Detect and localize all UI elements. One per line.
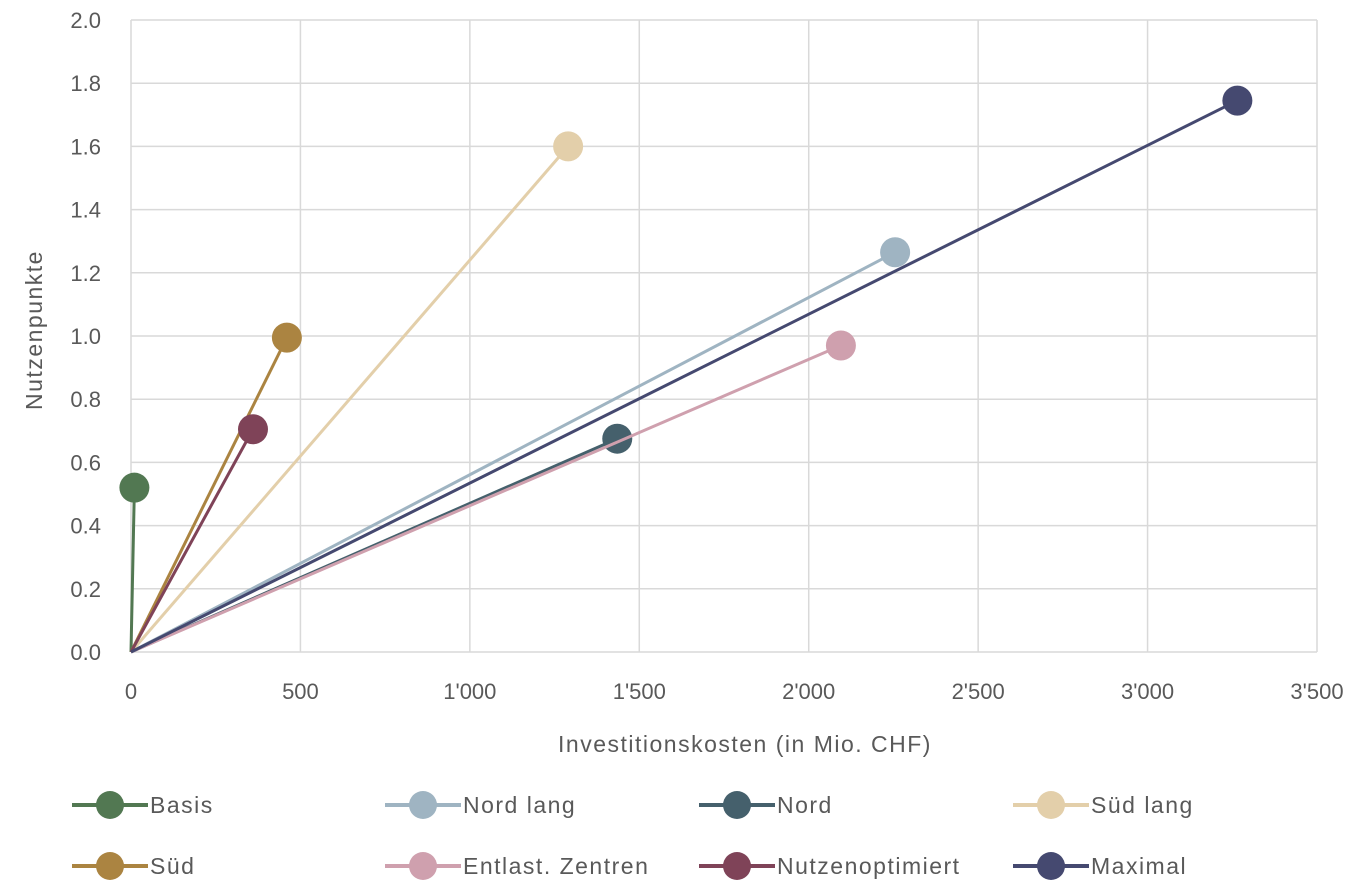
y-tick-label: 1.8 <box>70 71 101 96</box>
series-2 <box>130 423 633 654</box>
y-tick-label: 1.6 <box>70 134 101 159</box>
legend-marker <box>409 791 437 819</box>
series-0 <box>119 472 150 653</box>
series-line <box>130 99 1239 654</box>
legend-marker <box>1037 791 1065 819</box>
x-tick-label: 1'000 <box>443 679 496 704</box>
x-tick-label: 500 <box>282 679 319 704</box>
series-7 <box>130 85 1253 654</box>
legend-item: Süd lang <box>1013 791 1194 819</box>
x-tick-label: 3'500 <box>1290 679 1343 704</box>
y-tick-label: 1.0 <box>70 324 101 349</box>
legend-label: Nord <box>777 792 833 818</box>
legend-label: Nutzenoptimiert <box>777 853 961 879</box>
legend-marker <box>96 852 124 880</box>
series-line <box>130 344 842 654</box>
y-tick-label: 0.2 <box>70 577 101 602</box>
y-tick-label: 1.4 <box>70 198 101 223</box>
y-tick-label: 1.2 <box>70 261 101 286</box>
legend-item: Nutzenoptimiert <box>699 852 961 880</box>
data-point <box>119 472 150 503</box>
legend-marker <box>1037 852 1065 880</box>
x-axis-title: Investitionskosten (in Mio. CHF) <box>558 731 932 757</box>
legend-marker <box>409 852 437 880</box>
legend-marker <box>723 791 751 819</box>
data-point <box>271 322 302 353</box>
series-line <box>129 336 289 653</box>
series-6 <box>129 414 268 653</box>
legend-item: Basis <box>72 791 214 819</box>
y-tick-label: 0.0 <box>70 640 101 665</box>
series-line <box>129 487 136 653</box>
x-tick-label: 1'500 <box>613 679 666 704</box>
legend-label: Süd lang <box>1091 792 1194 818</box>
y-tick-label: 0.6 <box>70 450 101 475</box>
gridlines <box>130 19 1318 653</box>
legend-label: Maximal <box>1091 853 1187 879</box>
data-point <box>1222 85 1253 116</box>
data-point <box>553 131 584 162</box>
data-point <box>880 237 911 268</box>
data-point <box>825 330 856 361</box>
y-tick-label: 2.0 <box>70 8 101 33</box>
series-line <box>129 145 570 653</box>
series-lines <box>119 85 1253 654</box>
data-point <box>237 414 268 445</box>
legend-item: Maximal <box>1013 852 1187 880</box>
y-axis-title: Nutzenpunkte <box>21 250 47 410</box>
series-4 <box>129 322 302 653</box>
y-axis-ticks: 0.0 0.2 0.4 0.6 0.8 1.0 1.2 1.4 1.6 1.8 2.0 <box>70 8 101 665</box>
series-line <box>130 250 896 654</box>
y-tick-label: 0.4 <box>70 514 101 539</box>
legend: Basis Nord lang Nord Süd lang Süd Entlast. Ze… <box>72 791 1194 880</box>
legend-label: Nord lang <box>463 792 576 818</box>
x-tick-label: 2'500 <box>952 679 1005 704</box>
series-5 <box>130 330 856 654</box>
x-tick-label: 0 <box>125 679 137 704</box>
legend-item: Entlast. Zentren <box>385 852 649 880</box>
legend-label: Basis <box>150 792 214 818</box>
series-3 <box>129 131 584 653</box>
x-axis-ticks: 0 500 1'000 1'500 2'000 2'500 3'000 3'500 <box>125 679 1344 704</box>
legend-item: Nord lang <box>385 791 576 819</box>
legend-label: Entlast. Zentren <box>463 853 649 879</box>
y-tick-label: 0.8 <box>70 387 101 412</box>
legend-marker <box>96 791 124 819</box>
x-tick-label: 2'000 <box>782 679 835 704</box>
x-tick-label: 3'000 <box>1121 679 1174 704</box>
legend-item: Nord <box>699 791 833 819</box>
series-line <box>129 428 255 653</box>
legend-label: Süd <box>150 853 195 879</box>
legend-marker <box>723 852 751 880</box>
series-1 <box>130 237 911 654</box>
legend-item: Süd <box>72 852 195 880</box>
